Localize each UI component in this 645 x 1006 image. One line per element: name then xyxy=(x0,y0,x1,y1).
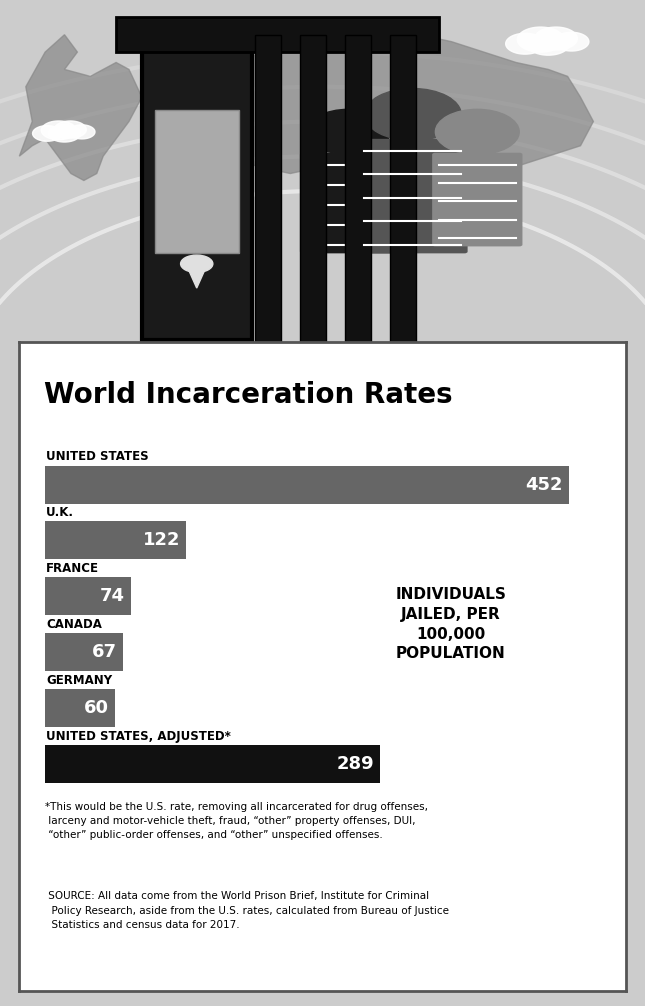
Text: UNITED STATES, ADJUSTED*: UNITED STATES, ADJUSTED* xyxy=(46,729,231,742)
FancyBboxPatch shape xyxy=(300,35,326,347)
FancyBboxPatch shape xyxy=(142,21,252,340)
FancyBboxPatch shape xyxy=(155,110,239,254)
Polygon shape xyxy=(142,28,593,174)
Bar xyxy=(45,466,569,504)
Bar xyxy=(45,521,186,559)
Text: World Incarceration Rates: World Incarceration Rates xyxy=(44,381,452,409)
FancyBboxPatch shape xyxy=(300,153,397,254)
Text: U.K.: U.K. xyxy=(46,506,74,519)
Text: FRANCE: FRANCE xyxy=(46,562,99,575)
Bar xyxy=(45,633,123,671)
Bar xyxy=(45,689,115,727)
Polygon shape xyxy=(69,125,95,139)
Polygon shape xyxy=(33,126,62,141)
Circle shape xyxy=(435,110,519,155)
Polygon shape xyxy=(517,27,564,52)
Polygon shape xyxy=(19,35,142,180)
Bar xyxy=(45,577,131,616)
Text: 452: 452 xyxy=(526,476,563,494)
Polygon shape xyxy=(41,121,76,140)
Polygon shape xyxy=(48,125,81,142)
Text: 67: 67 xyxy=(92,643,117,661)
Text: 122: 122 xyxy=(143,531,181,549)
Circle shape xyxy=(181,256,213,273)
Circle shape xyxy=(306,110,390,155)
Text: CANADA: CANADA xyxy=(46,618,102,631)
Text: 289: 289 xyxy=(337,754,374,773)
Text: INDIVIDUALS
JAILED, PER
100,000
POPULATION: INDIVIDUALS JAILED, PER 100,000 POPULATI… xyxy=(395,588,506,662)
Text: SOURCE: All data come from the World Prison Brief, Institute for Criminal
  Poli: SOURCE: All data come from the World Pri… xyxy=(45,891,449,931)
Polygon shape xyxy=(54,121,86,138)
Polygon shape xyxy=(189,271,204,288)
Polygon shape xyxy=(535,27,577,50)
Polygon shape xyxy=(506,33,544,54)
FancyBboxPatch shape xyxy=(358,139,468,254)
Text: 74: 74 xyxy=(100,588,125,606)
Text: UNITED STATES: UNITED STATES xyxy=(46,451,149,464)
Circle shape xyxy=(364,89,461,141)
FancyBboxPatch shape xyxy=(116,17,439,52)
FancyBboxPatch shape xyxy=(390,35,416,347)
Polygon shape xyxy=(554,32,589,51)
Bar xyxy=(45,745,380,783)
Text: GERMANY: GERMANY xyxy=(46,674,112,687)
Polygon shape xyxy=(527,32,570,55)
FancyBboxPatch shape xyxy=(255,35,281,347)
FancyBboxPatch shape xyxy=(345,35,371,347)
Text: 60: 60 xyxy=(84,699,109,717)
Text: *This would be the U.S. rate, removing all incarcerated for drug offenses,
 larc: *This would be the U.S. rate, removing a… xyxy=(45,802,428,840)
FancyBboxPatch shape xyxy=(432,153,522,246)
